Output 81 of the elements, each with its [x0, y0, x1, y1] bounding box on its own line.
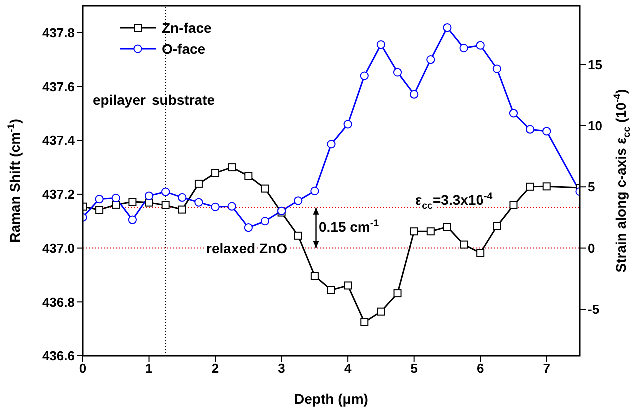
x-tick-label: 2 — [212, 361, 220, 376]
y-tick-label: 437.4 — [42, 133, 76, 148]
point — [393, 68, 402, 77]
point — [211, 202, 220, 212]
point — [344, 282, 352, 290]
point — [360, 72, 369, 80]
point — [492, 64, 502, 74]
point — [228, 202, 236, 211]
point — [162, 202, 170, 210]
point — [426, 56, 436, 64]
point — [476, 249, 485, 258]
annotation: substrate — [152, 92, 216, 108]
x-tick-label: 4 — [344, 361, 352, 376]
point — [145, 198, 154, 207]
y2-tick-label: 0 — [588, 240, 596, 256]
y-tick-label: 437.2 — [42, 187, 75, 202]
point — [178, 206, 186, 214]
point — [194, 198, 204, 207]
point — [526, 125, 535, 134]
x-tick-label: 3 — [278, 361, 286, 376]
y-tick-label: 437.0 — [42, 240, 75, 256]
x-tick-label: 7 — [543, 361, 550, 376]
point — [360, 318, 369, 326]
point — [261, 184, 270, 193]
point — [96, 206, 104, 214]
point — [509, 109, 518, 118]
point — [310, 186, 320, 196]
point — [244, 172, 253, 180]
point — [294, 196, 303, 206]
y2-tick-label: 15 — [588, 57, 602, 72]
point — [526, 182, 534, 191]
point — [327, 140, 336, 149]
point — [228, 164, 236, 172]
point — [212, 169, 220, 178]
x-tick-label: 0 — [79, 361, 87, 376]
y-tick-label: 436.8 — [42, 294, 75, 310]
point — [194, 180, 203, 188]
point — [128, 216, 137, 224]
point — [542, 127, 552, 136]
x-tick-label: 1 — [146, 361, 153, 376]
point — [344, 120, 352, 129]
y-tick-label: 437.8 — [42, 26, 75, 41]
point — [178, 193, 187, 202]
annotation: 0.15 cm$^{-1}$ — [319, 218, 380, 235]
point — [144, 192, 154, 200]
point — [460, 240, 468, 249]
ref-line-label: relaxed ZnO — [206, 240, 288, 256]
point — [460, 44, 468, 53]
point — [328, 286, 336, 294]
point — [310, 272, 319, 280]
annotation: epilayer — [93, 92, 146, 108]
point — [542, 182, 551, 191]
point — [443, 223, 452, 232]
point — [426, 228, 435, 236]
y2-tick-label: 5 — [588, 180, 596, 195]
point — [410, 228, 418, 236]
point — [476, 41, 485, 50]
point — [260, 217, 270, 226]
point — [394, 290, 402, 298]
y-tick-label: 437.6 — [42, 79, 75, 94]
point — [410, 90, 419, 99]
legend-label: O-face — [162, 41, 206, 57]
point — [510, 202, 518, 210]
y2-tick-label: 10 — [588, 118, 602, 134]
point — [493, 222, 502, 230]
point — [244, 224, 253, 232]
point — [377, 308, 386, 316]
legend-label: Zn-face — [162, 20, 212, 36]
x-axis-title: Depth (μm) — [294, 391, 368, 407]
point — [128, 198, 137, 206]
point — [376, 40, 386, 50]
x-tick-label: 5 — [410, 361, 418, 376]
x-tick-label: 6 — [476, 361, 484, 376]
point — [294, 232, 302, 240]
y-tick-label: 436.6 — [42, 348, 75, 364]
point — [112, 200, 120, 209]
y2-tick-label: -5 — [588, 302, 600, 318]
point — [95, 195, 104, 204]
point — [443, 24, 452, 32]
point — [112, 194, 120, 203]
point — [162, 188, 170, 196]
